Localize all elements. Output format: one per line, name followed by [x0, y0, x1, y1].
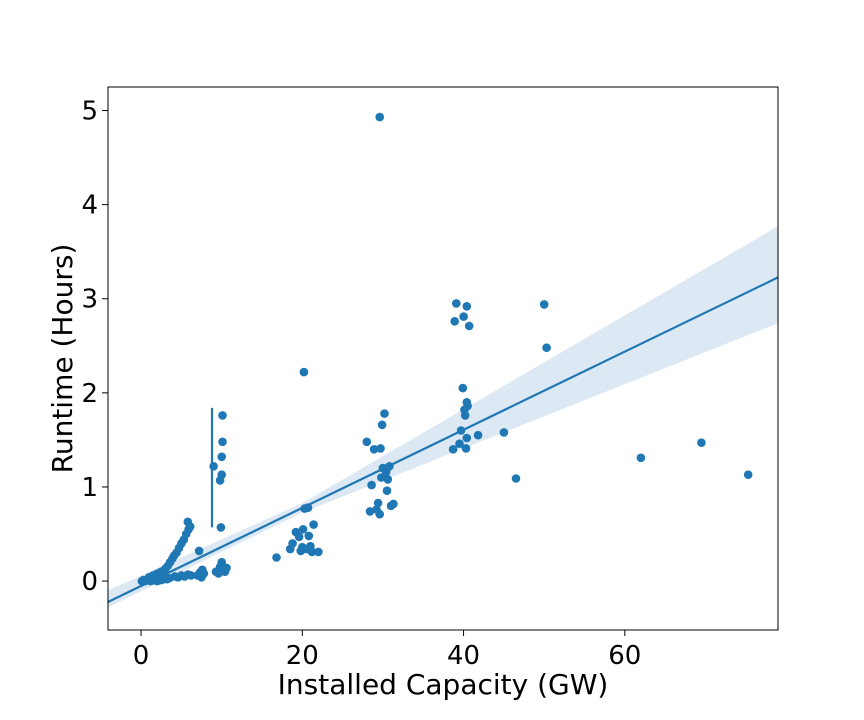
data-point: [304, 531, 314, 541]
data-point: [218, 437, 227, 447]
data-point: [375, 112, 385, 122]
data-point: [743, 470, 753, 480]
data-point: [464, 321, 474, 331]
data-point: [542, 343, 551, 353]
data-point: [459, 312, 468, 321]
data-point: [197, 573, 206, 582]
data-point: [288, 539, 297, 548]
data-point: [307, 547, 317, 557]
data-point: [183, 517, 193, 527]
y-tick-label: 4: [81, 191, 98, 221]
data-points: [137, 112, 753, 586]
data-point: [460, 411, 470, 420]
data-point: [314, 547, 323, 557]
data-point: [463, 401, 472, 411]
x-tick-label: 40: [447, 641, 480, 671]
x-tick-label: 0: [133, 641, 150, 671]
data-point: [377, 420, 387, 430]
data-point: [539, 300, 549, 309]
data-point: [458, 383, 468, 393]
data-point: [473, 430, 483, 440]
data-point: [377, 473, 386, 482]
y-tick-label: 5: [81, 97, 98, 127]
regression-line-group: [108, 276, 778, 603]
data-point: [217, 557, 226, 567]
data-point: [186, 571, 196, 580]
data-point: [375, 509, 385, 519]
data-point: [462, 433, 472, 443]
data-point: [365, 507, 375, 516]
data-point: [299, 367, 309, 377]
y-tick-label: 2: [81, 379, 98, 409]
y-tick-label: 1: [81, 473, 98, 503]
data-point: [452, 299, 461, 308]
data-point: [383, 475, 393, 484]
y-tick-label: 0: [81, 567, 98, 597]
data-point: [218, 411, 227, 420]
confidence-band-area: [108, 226, 778, 608]
x-tick-label: 60: [608, 641, 641, 671]
data-point: [272, 553, 281, 562]
plot-frame: [107, 86, 779, 631]
data-point: [697, 438, 706, 448]
data-point: [511, 474, 521, 483]
data-point: [209, 462, 218, 471]
data-point: [376, 444, 385, 453]
data-point: [389, 499, 398, 509]
confidence-band: [108, 226, 778, 608]
data-point: [380, 409, 389, 418]
y-axis-label: Runtime (Hours): [46, 244, 79, 474]
y-tick-label: 3: [81, 285, 98, 315]
data-point: [294, 532, 304, 542]
data-point: [456, 426, 466, 435]
data-point: [217, 452, 226, 462]
x-axis-label: Installed Capacity (GW): [278, 668, 609, 701]
data-point: [448, 445, 458, 454]
data-point: [450, 317, 460, 326]
data-point: [216, 523, 226, 532]
data-point: [369, 445, 379, 454]
data-point: [385, 462, 394, 471]
x-tick-label: 20: [286, 641, 319, 671]
data-point: [462, 302, 472, 311]
data-point: [222, 563, 231, 573]
data-point: [217, 470, 226, 480]
data-point: [367, 480, 376, 490]
data-point: [309, 520, 318, 529]
data-point: [382, 486, 392, 496]
data-point: [303, 503, 313, 512]
data-point: [461, 444, 471, 453]
data-point: [362, 437, 372, 447]
data-point: [499, 428, 509, 437]
regression-line: [108, 276, 778, 603]
data-point: [194, 546, 204, 556]
data-point: [298, 525, 308, 534]
data-point: [373, 498, 383, 508]
data-point: [455, 439, 464, 449]
data-point: [636, 453, 646, 463]
axes: 0 20 40 60 0 1 2 3 4 5: [81, 86, 779, 671]
